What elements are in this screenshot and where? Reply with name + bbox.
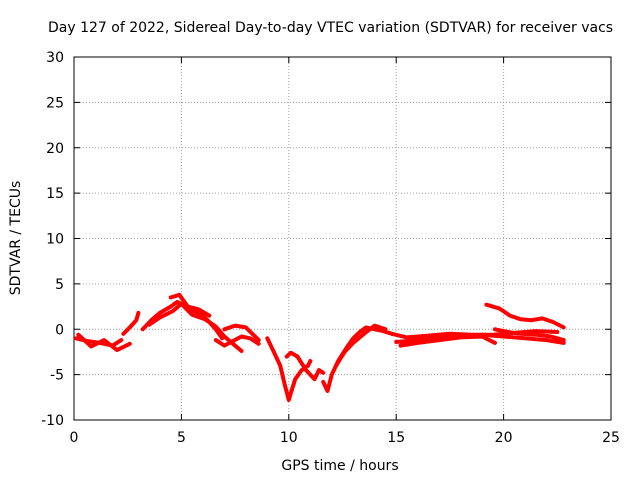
series-segment	[121, 310, 141, 336]
y-tick-label: 30	[46, 50, 64, 66]
grid	[74, 57, 611, 420]
x-tick-label: 5	[177, 430, 186, 446]
y-axis: -10 -5 0 5 10 15 20 25 30	[41, 50, 611, 429]
y-tick-label: 20	[46, 141, 64, 157]
x-tick-label: 15	[387, 430, 405, 446]
x-axis: 0 5 10 15 20 25	[70, 57, 620, 446]
series-segment	[493, 327, 566, 343]
y-tick-label: 5	[55, 277, 64, 293]
y-tick-label: 10	[46, 232, 64, 248]
x-tick-label: 25	[602, 430, 620, 446]
series-segment	[484, 302, 566, 330]
series-segment	[213, 334, 261, 348]
y-tick-label: 15	[46, 186, 64, 202]
y-tick-label: -10	[41, 413, 64, 429]
series-segment	[295, 354, 326, 382]
y-tick-label: 25	[46, 95, 64, 111]
series-segment	[76, 332, 132, 353]
series-segment	[168, 292, 212, 318]
series-segment	[321, 325, 394, 393]
y-tick-label: -5	[50, 368, 64, 384]
x-tick-label: 10	[280, 430, 298, 446]
chart-title: Day 127 of 2022, Sidereal Day-to-day VTE…	[48, 20, 613, 36]
series-segment	[147, 301, 244, 353]
series-segment	[284, 350, 300, 359]
x-tick-label: 20	[495, 430, 513, 446]
series-segment	[334, 323, 388, 368]
y-axis-label: SDTVAR / TECUs	[8, 181, 24, 296]
y-tick-label: 0	[55, 322, 64, 338]
series-layer	[74, 292, 566, 402]
x-axis-label: GPS time / hours	[281, 458, 398, 474]
x-tick-label: 0	[70, 430, 79, 446]
series-segment	[398, 334, 497, 348]
series-segment	[222, 323, 261, 343]
